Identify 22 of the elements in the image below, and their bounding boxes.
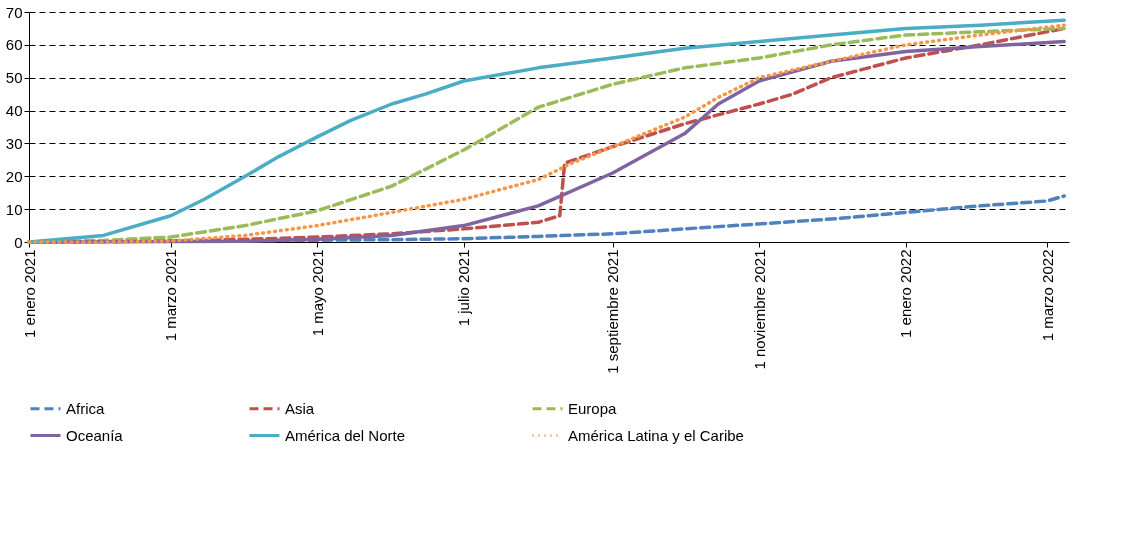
y-tick-label: 40 (5, 102, 23, 120)
y-tick-label: 60 (5, 36, 23, 54)
x-tick-label: 1 mayo 2021 (308, 249, 326, 337)
legend-label: América Latina y el Caribe (568, 426, 744, 444)
x-tick-label: 1 enero 2022 (897, 249, 915, 338)
x-tick-label: 1 marzo 2021 (162, 249, 180, 342)
y-tick-label: 10 (5, 200, 23, 218)
legend-label: América del Norte (285, 426, 406, 444)
y-tick-label: 20 (5, 167, 23, 185)
legend-label: Europa (568, 399, 618, 417)
x-tick-label: 1 septiembre 2021 (604, 249, 622, 374)
legend-label: Oceanía (66, 426, 124, 444)
x-tick-label: 1 noviembre 2021 (750, 249, 768, 370)
x-tick-label: 1 marzo 2022 (1038, 249, 1056, 342)
x-tick-label: 1 enero 2021 (20, 249, 38, 338)
x-tick-label: 1 julio 2021 (455, 249, 473, 327)
y-tick-label: 70 (5, 3, 23, 21)
y-tick-label: 50 (5, 69, 23, 87)
legend-label: Africa (66, 399, 105, 417)
y-tick-label: 0 (14, 233, 23, 251)
legend-label: Asia (285, 399, 315, 417)
y-tick-label: 30 (5, 134, 23, 152)
